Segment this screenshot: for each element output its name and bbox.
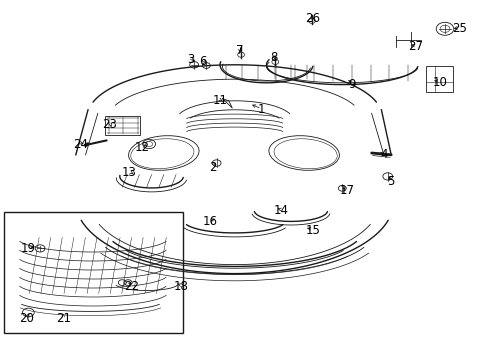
Text: 7: 7	[235, 44, 243, 57]
Text: 24: 24	[73, 138, 88, 150]
Text: 20: 20	[20, 312, 34, 325]
Text: 25: 25	[451, 22, 466, 35]
Text: 1: 1	[257, 103, 265, 116]
Text: 9: 9	[347, 78, 355, 91]
Text: 14: 14	[273, 204, 288, 217]
Text: 15: 15	[305, 224, 320, 237]
Text: 5: 5	[386, 175, 394, 188]
Text: 11: 11	[212, 94, 227, 107]
Text: 21: 21	[56, 312, 71, 325]
Text: 22: 22	[124, 280, 139, 293]
Text: 3: 3	[186, 53, 194, 66]
Text: 4: 4	[379, 148, 387, 161]
Text: 16: 16	[203, 215, 217, 228]
Text: 8: 8	[269, 51, 277, 64]
Text: 19: 19	[21, 242, 36, 255]
Bar	[4, 212, 183, 333]
Text: 10: 10	[432, 76, 447, 89]
Text: 27: 27	[407, 40, 422, 53]
Text: 18: 18	[173, 280, 188, 293]
Bar	[426, 66, 452, 92]
Text: 6: 6	[199, 55, 206, 68]
Text: 13: 13	[122, 166, 137, 179]
Text: 17: 17	[339, 184, 354, 197]
Text: 12: 12	[134, 141, 149, 154]
Text: 26: 26	[305, 12, 320, 24]
Bar	[105, 116, 140, 135]
Text: 2: 2	[208, 161, 216, 174]
Text: 23: 23	[102, 118, 117, 131]
